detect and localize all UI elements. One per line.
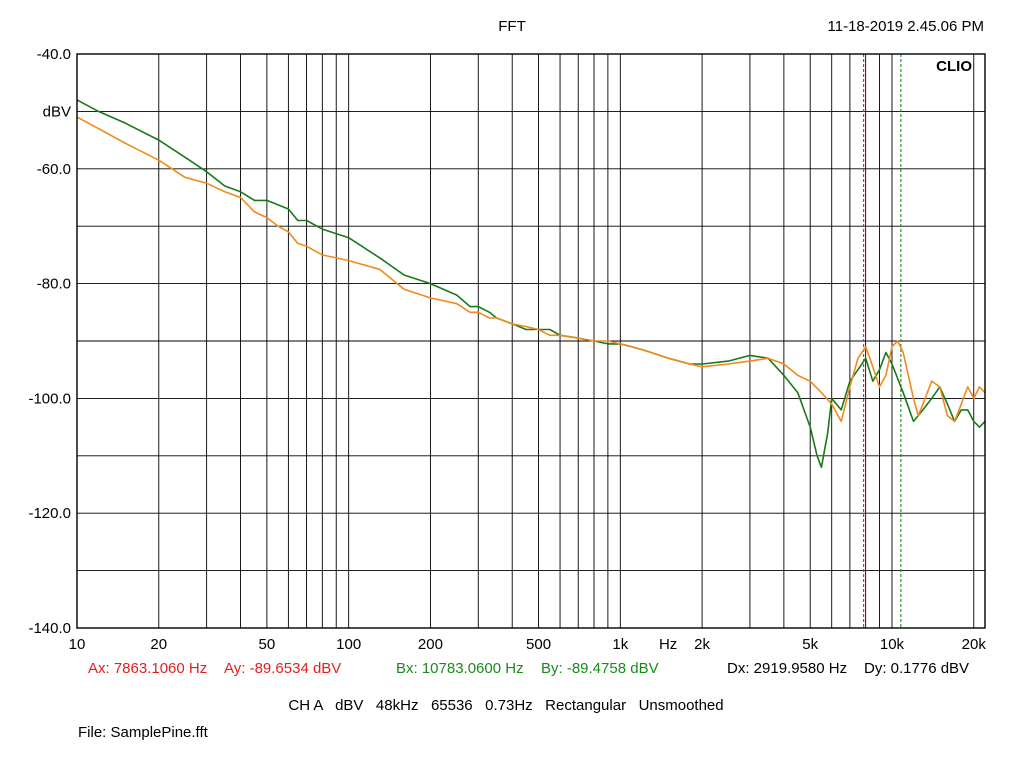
x-tick-label: 50 — [259, 636, 276, 653]
y-tick-label: -80.0 — [37, 276, 71, 293]
x-tick-label: 20 — [150, 636, 167, 653]
series-layer — [76, 99, 986, 469]
x-tick-label: Hz — [659, 636, 677, 653]
x-tick-label: 10 — [69, 636, 86, 653]
cursor-b-level: By: -89.4758 dBV — [541, 660, 659, 677]
y-tick-label: dBV — [43, 103, 71, 120]
cursor-a-freq: Ax: 7863.1060 Hz — [88, 660, 208, 677]
cursor-b-freq: Bx: 10783.0600 Hz — [396, 660, 524, 677]
delta-freq: Dx: 2919.9580 Hz — [727, 660, 848, 677]
x-tick-label: 5k — [802, 636, 818, 653]
y-tick-labels: -40.0 dBV -60.0 -80.0 -100.0 -120.0 -140.0 — [28, 46, 71, 637]
x-tick-label: 10k — [880, 636, 905, 653]
delta-level: Dy: 0.1776 dBV — [864, 660, 970, 677]
x-tick-label: 20k — [962, 636, 987, 653]
series-line-2 — [76, 116, 986, 423]
measurement-settings: CH A dBV 48kHz 65536 0.73Hz Rectangular … — [288, 697, 724, 714]
clio-logo: CLIO — [936, 58, 972, 75]
y-tick-label: -40.0 — [37, 46, 71, 63]
x-tick-labels: 10 20 50 100 200 500 1k Hz 2k 5k 10k 20k — [69, 636, 987, 653]
x-tick-label: 1k — [612, 636, 628, 653]
timestamp: 11-18-2019 2.45.06 PM — [827, 18, 985, 35]
y-tick-label: -120.0 — [28, 505, 71, 522]
file-name: File: SamplePine.fft — [78, 724, 208, 741]
y-tick-label: -140.0 — [28, 620, 71, 637]
y-tick-label: -60.0 — [37, 161, 71, 178]
cursor-a-level: Ay: -89.6534 dBV — [224, 660, 342, 677]
cursor-lines — [863, 54, 902, 628]
x-tick-label: 500 — [526, 636, 551, 653]
x-tick-label: 200 — [418, 636, 443, 653]
plot-frame — [76, 53, 986, 629]
x-tick-label: 2k — [694, 636, 710, 653]
x-tick-label: 100 — [336, 636, 361, 653]
y-tick-label: -100.0 — [28, 390, 71, 407]
chart-title: FFT — [498, 18, 526, 35]
grid-lines — [76, 53, 985, 629]
